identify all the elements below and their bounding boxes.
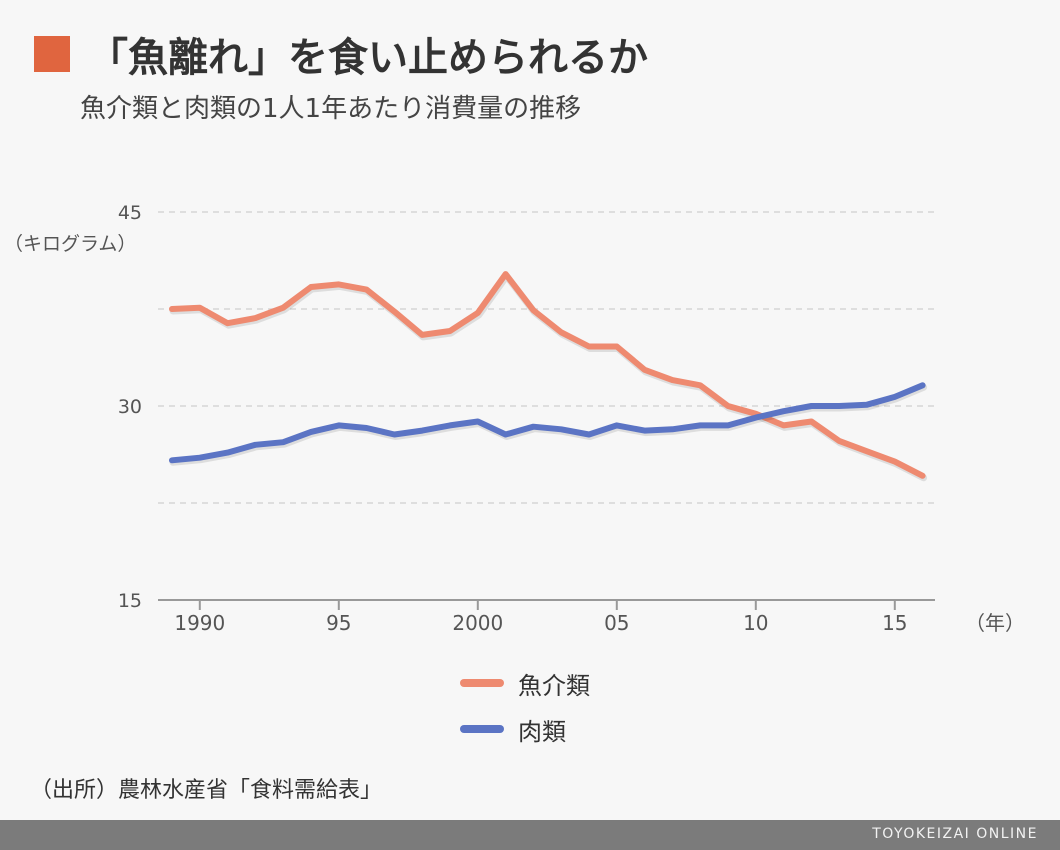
y-tick-label-30: 30	[118, 396, 142, 418]
legend-item-meat: 肉類	[460, 706, 590, 752]
legend-swatch-meat	[460, 725, 504, 733]
line-chart: 45 30 15 （キログラム） 1990 95 2000 05 10 15 （年）	[4, 202, 1025, 635]
x-tick-label-2010: 10	[743, 611, 768, 635]
y-tick-label-15: 15	[118, 590, 142, 612]
y-tick-label-45: 45	[118, 202, 142, 224]
title-row: 「魚離れ」を食い止められるか	[34, 28, 648, 81]
x-tick-label-2015: 15	[882, 611, 907, 635]
series-line-fish	[169, 271, 926, 479]
legend-label-fish: 魚介類	[518, 671, 590, 700]
title-accent-square	[34, 36, 70, 72]
series-line-meat	[169, 382, 926, 464]
legend-item-fish: 魚介類	[460, 660, 590, 706]
x-axis-label: （年）	[965, 611, 1025, 635]
page-title: 「魚離れ」を食い止められるか	[88, 35, 648, 81]
footer-brand: TOYOKEIZAI ONLINE	[872, 826, 1038, 842]
legend-label-meat: 肉類	[518, 717, 566, 746]
legend: 魚介類 肉類	[460, 660, 590, 752]
x-tick-label-2000: 2000	[452, 611, 503, 635]
x-tick-label-1995: 95	[326, 611, 351, 635]
footer-bar: TOYOKEIZAI ONLINE	[0, 820, 1060, 850]
legend-swatch-fish	[460, 679, 504, 687]
x-tick-label-2005: 05	[604, 611, 629, 635]
source-note: （出所）農林水産省「食料需給表」	[30, 778, 383, 803]
x-tick-label-1990: 1990	[174, 611, 225, 635]
page-subtitle: 魚介類と肉類の1人1年あたり消費量の推移	[80, 94, 582, 124]
y-axis-label: （キログラム）	[4, 233, 136, 255]
